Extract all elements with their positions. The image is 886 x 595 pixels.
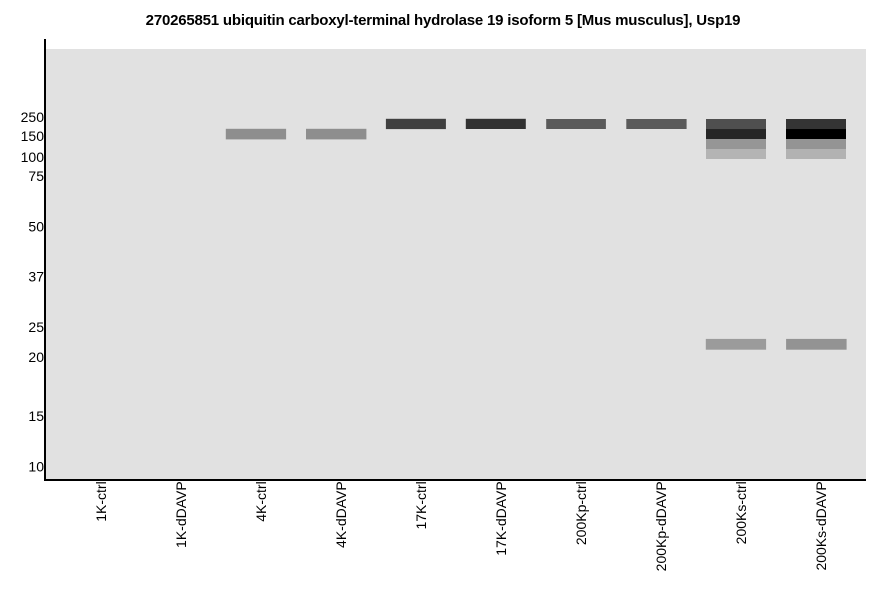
svg-text:75: 75 [28,168,44,184]
svg-text:10: 10 [28,459,44,475]
svg-text:37: 37 [28,269,44,285]
svg-text:200Kp-dDAVP: 200Kp-dDAVP [653,481,669,571]
svg-text:15: 15 [28,408,44,424]
svg-text:1K-dDAVP: 1K-dDAVP [173,481,189,548]
svg-text:1K-ctrl: 1K-ctrl [93,481,109,521]
svg-text:17K-ctrl: 17K-ctrl [413,481,429,529]
svg-text:200Ks-ctrl: 200Ks-ctrl [733,481,749,544]
svg-text:200Ks-dDAVP: 200Ks-dDAVP [813,481,829,570]
svg-text:17K-dDAVP: 17K-dDAVP [493,481,509,555]
svg-text:200Kp-ctrl: 200Kp-ctrl [573,481,589,545]
svg-text:25: 25 [28,319,44,335]
svg-text:4K-ctrl: 4K-ctrl [253,481,269,521]
svg-text:270265851 ubiquitin carboxyl-t: 270265851 ubiquitin carboxyl-terminal hy… [146,12,741,29]
svg-text:20: 20 [28,349,44,365]
svg-text:100: 100 [21,149,45,165]
svg-text:50: 50 [28,218,44,234]
svg-text:4K-dDAVP: 4K-dDAVP [333,481,349,548]
svg-text:250: 250 [21,109,45,125]
svg-text:150: 150 [21,128,45,144]
